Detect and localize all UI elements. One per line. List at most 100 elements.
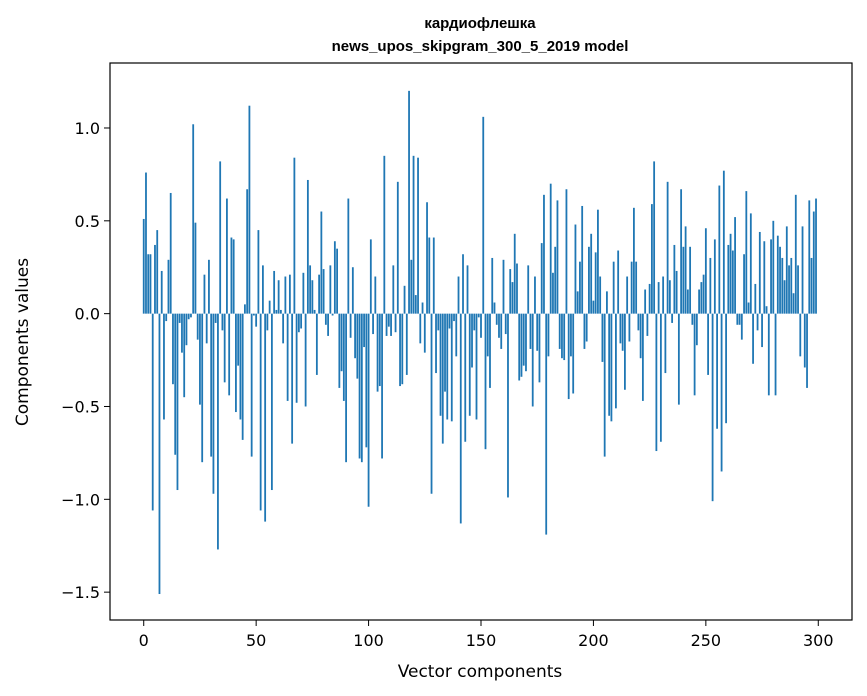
- bar-60: [277, 280, 280, 314]
- bar-202: [597, 209, 599, 314]
- bar-291: [797, 265, 799, 314]
- bar-22: [192, 124, 195, 314]
- bar-184: [556, 200, 559, 314]
- bar-151: [482, 116, 485, 314]
- bar-234: [668, 280, 671, 314]
- bar-284: [781, 257, 784, 314]
- bar-152: [484, 313, 487, 450]
- bar-27: [203, 274, 206, 314]
- bar-63: [284, 276, 287, 314]
- bar-105: [378, 313, 381, 387]
- bar-154: [489, 313, 491, 388]
- bar-90: [345, 313, 347, 463]
- bar-129: [432, 237, 435, 314]
- bar-82: [327, 313, 329, 336]
- bar-12: [169, 192, 172, 314]
- bar-248: [700, 282, 703, 314]
- bar-260: [727, 244, 730, 314]
- bar-258: [722, 170, 725, 314]
- bar-219: [635, 261, 638, 314]
- bar-222: [641, 313, 644, 401]
- bar-192: [574, 224, 577, 314]
- bar-240: [682, 246, 685, 314]
- y-tick-label: −1.0: [61, 490, 100, 509]
- bar-274: [758, 231, 761, 314]
- bar-153: [486, 313, 489, 357]
- bar-52: [259, 313, 262, 511]
- bar-99: [365, 313, 368, 448]
- bar-213: [621, 313, 624, 351]
- bar-277: [765, 306, 768, 314]
- bar-84: [331, 313, 334, 316]
- bar-50: [255, 313, 258, 327]
- bar-5: [154, 244, 156, 314]
- bar-70: [300, 313, 303, 329]
- bar-188: [565, 189, 568, 314]
- bar-4: [151, 313, 154, 511]
- bar-36: [223, 313, 226, 383]
- bar-257: [720, 313, 723, 472]
- bar-38: [228, 313, 231, 396]
- bar-24: [196, 313, 199, 340]
- bar-130: [435, 313, 437, 374]
- bar-268: [745, 191, 748, 314]
- bar-208: [610, 313, 613, 422]
- bar-3: [149, 254, 152, 314]
- bar-85: [333, 241, 336, 314]
- bar-255: [716, 313, 718, 429]
- bar-126: [426, 202, 428, 314]
- bar-125: [423, 313, 426, 353]
- bar-79: [320, 211, 323, 314]
- bar-96: [358, 313, 361, 459]
- bar-238: [677, 313, 680, 405]
- bar-263: [734, 217, 736, 314]
- bar-34: [219, 161, 222, 314]
- bar-253: [711, 313, 714, 502]
- bar-170: [525, 313, 527, 372]
- bar-273: [756, 313, 759, 331]
- bar-233: [666, 181, 669, 314]
- bar-23: [194, 222, 197, 314]
- bar-245: [693, 313, 696, 396]
- bar-278: [767, 313, 770, 396]
- bar-137: [450, 313, 453, 422]
- bar-290: [794, 194, 797, 314]
- x-tick-label: 100: [353, 631, 384, 650]
- bar-71: [302, 272, 305, 314]
- bar-288: [790, 257, 793, 314]
- bar-185: [558, 313, 561, 349]
- bar-134: [444, 313, 446, 392]
- bar-112: [394, 313, 397, 333]
- bar-230: [659, 313, 662, 442]
- bar-216: [628, 313, 631, 342]
- bar-286: [785, 226, 788, 314]
- bar-139: [455, 313, 458, 357]
- bar-75: [311, 280, 314, 314]
- bar-224: [646, 313, 649, 336]
- y-tick-label: 1.0: [75, 119, 100, 138]
- bar-68: [295, 313, 298, 403]
- y-axis-ticks: −1.5 −1.0 −0.5 0.0 0.5 1.0: [61, 119, 110, 602]
- bar-54: [264, 313, 267, 522]
- bar-186: [561, 313, 563, 359]
- bar-101: [369, 239, 372, 314]
- bar-225: [648, 283, 651, 314]
- bar-15: [176, 313, 179, 491]
- bar-113: [396, 181, 399, 314]
- bar-181: [549, 183, 552, 314]
- bar-179: [545, 313, 548, 535]
- bar-246: [695, 313, 698, 346]
- bar-108: [385, 313, 388, 336]
- bar-26: [201, 313, 204, 463]
- bar-142: [462, 254, 464, 314]
- bar-78: [318, 274, 321, 314]
- bar-42: [237, 313, 240, 366]
- bar-210: [615, 313, 617, 409]
- bar-254: [713, 239, 716, 314]
- bar-53: [262, 265, 264, 314]
- bar-11: [167, 259, 170, 314]
- bar-178: [543, 194, 545, 314]
- bar-132: [439, 313, 442, 416]
- bar-150: [480, 313, 482, 338]
